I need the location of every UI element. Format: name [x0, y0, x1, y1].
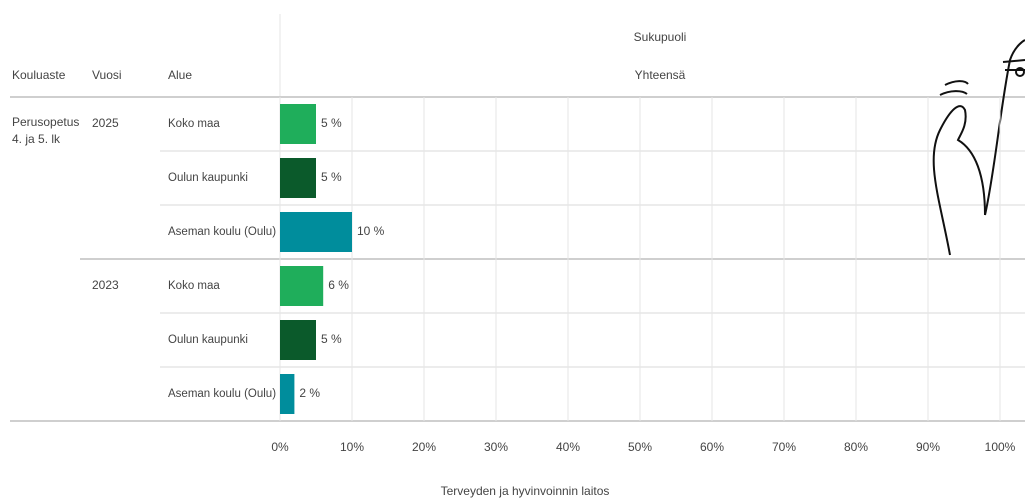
y-tick-label: Oulun kaupunki — [168, 172, 248, 184]
x-tick-label: 70% — [772, 440, 796, 454]
group-header: Sukupuoli — [634, 30, 687, 44]
bar — [280, 104, 316, 144]
bar — [280, 320, 316, 360]
x-tick-label: 0% — [271, 440, 289, 454]
value-label: 5 % — [321, 332, 342, 346]
value-label: 6 % — [328, 278, 349, 292]
bar — [280, 374, 295, 414]
value-label: 10 % — [357, 224, 385, 238]
bar — [280, 266, 324, 306]
legend-entry: Yhteensä — [635, 68, 686, 82]
row-header: 2023 — [92, 278, 119, 292]
x-tick-label: 80% — [844, 440, 868, 454]
y-tick-label: Koko maa — [168, 280, 220, 292]
row-header: 4. ja 5. lk — [12, 132, 61, 146]
x-tick-label: 90% — [916, 440, 940, 454]
value-label: 5 % — [321, 116, 342, 130]
row-header: Perusopetus — [12, 115, 79, 129]
y-tick-label: Aseman koulu (Oulu) — [168, 388, 276, 400]
column-header: Alue — [168, 68, 192, 82]
value-label: 5 % — [321, 170, 342, 184]
column-header: Vuosi — [92, 68, 122, 82]
y-tick-label: Koko maa — [168, 118, 220, 130]
row-header: 2025 — [92, 116, 119, 130]
y-tick-label: Aseman koulu (Oulu) — [168, 226, 276, 238]
x-tick-label: 50% — [628, 440, 652, 454]
x-tick-label: 100% — [985, 440, 1016, 454]
bar — [280, 212, 352, 252]
x-tick-label: 40% — [556, 440, 580, 454]
y-tick-label: Oulun kaupunki — [168, 334, 248, 346]
x-tick-label: 10% — [340, 440, 364, 454]
mascot — [932, 39, 1025, 256]
x-tick-label: 20% — [412, 440, 436, 454]
column-header: Kouluaste — [12, 68, 66, 82]
source: Terveyden ja hyvinvoinnin laitos — [441, 484, 610, 498]
value-label: 2 % — [299, 386, 320, 400]
x-tick-label: 30% — [484, 440, 508, 454]
x-tick-label: 60% — [700, 440, 724, 454]
bar — [280, 158, 316, 198]
